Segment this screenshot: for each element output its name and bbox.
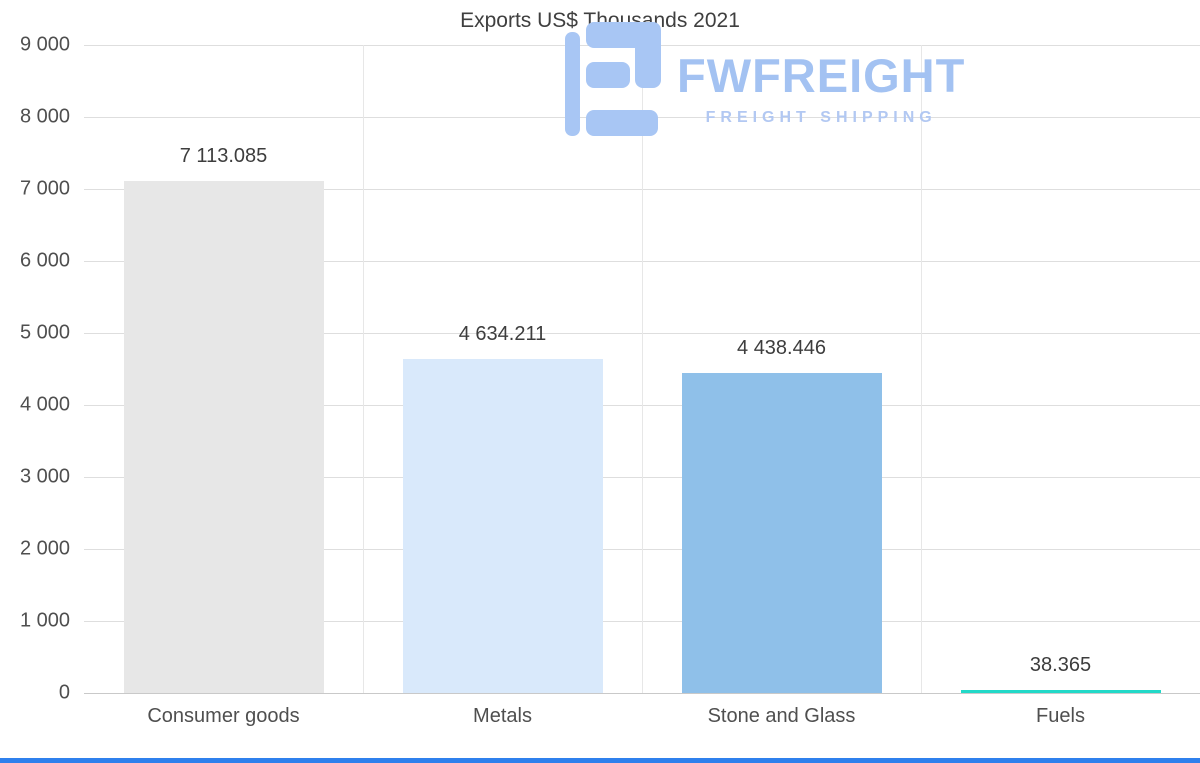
y-tick-label-9000: 9 000	[19, 33, 70, 56]
logo: FWFREIGHT FREIGHT SHIPPING	[565, 22, 965, 136]
y-tick-label-1000: 1 000	[19, 609, 70, 632]
x-label-stone-and-glass: Stone and Glass	[707, 705, 856, 727]
y-tick-label-7000: 7 000	[19, 177, 70, 200]
y-tick-label-8000: 8 000	[19, 105, 70, 128]
y-tick-label-2000: 2 000	[19, 537, 70, 560]
logo-tagline: FREIGHT SHIPPING	[705, 109, 937, 126]
bottom-accent-bar	[0, 758, 1200, 763]
bar-stone-and-glass	[681, 373, 882, 693]
bar-value-consumer-goods: 7 113.085	[179, 144, 268, 167]
bar-fuels	[960, 690, 1161, 693]
plot-area: 0 1 000 2 000 3 000 4 000 5 000 6 000 7 000 8 00…	[20, 34, 1200, 704]
y-tick-label-4000: 4 000	[19, 393, 70, 416]
bar-value-fuels: 38.365	[1029, 654, 1092, 677]
logo-brand: FWFREIGHT	[677, 49, 966, 102]
logo-icon	[565, 22, 661, 136]
x-label-fuels: Fuels	[1036, 705, 1085, 727]
y-tick-label-5000: 5 000	[19, 321, 70, 344]
gridline-v-1	[363, 45, 364, 693]
gridline-v-3	[921, 45, 922, 693]
y-tick-label-6000: 6 000	[19, 249, 70, 272]
x-axis-labels: Consumer goods Metals Stone and Glass Fuels	[84, 705, 1200, 728]
y-tick-label-0: 0	[58, 681, 70, 704]
bar-consumer-goods	[123, 180, 324, 693]
x-label-metals: Metals	[473, 705, 532, 727]
gridline-h-0	[84, 693, 1200, 694]
gridline-v-2	[642, 45, 643, 693]
x-label-consumer-goods: Consumer goods	[147, 705, 300, 727]
logo-text: FWFREIGHT FREIGHT SHIPPING	[677, 52, 965, 127]
chart-title: Exports US$ Thousands 2021	[460, 9, 740, 32]
bar-metals	[402, 359, 603, 693]
bar-value-metals: 4 634.211	[458, 323, 547, 346]
bar-value-stone-and-glass: 4 438.446	[737, 337, 826, 360]
y-tick-label-3000: 3 000	[19, 465, 70, 488]
